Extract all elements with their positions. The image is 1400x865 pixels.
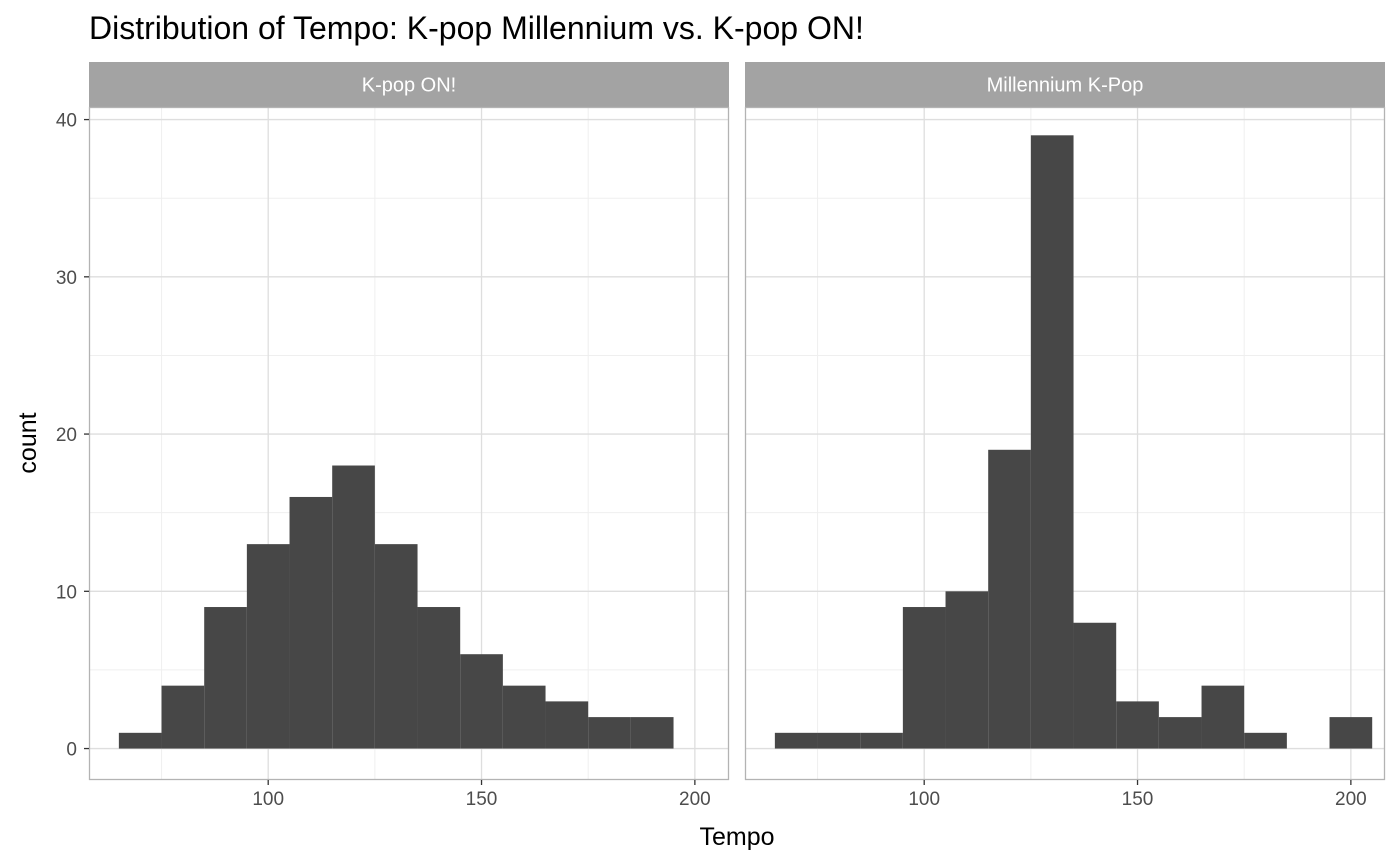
histogram-bar (502, 685, 546, 749)
x-tick-label: 200 (1335, 789, 1367, 810)
x-axis-title: Tempo (699, 823, 774, 851)
histogram-bar (817, 732, 861, 749)
panel-1: K-pop ON! 100 150 200 (88, 62, 730, 810)
facet-strip (745, 62, 1385, 107)
facet-strip-label: K-pop ON! (362, 75, 456, 97)
facet-strip (89, 62, 729, 107)
histogram-bar (374, 544, 418, 749)
histogram-bar (545, 701, 589, 749)
facet-strip-label: Millennium K-Pop (987, 75, 1144, 97)
histogram-bar (988, 449, 1031, 749)
histogram-bar (588, 717, 631, 749)
chart-title: Distribution of Tempo: K-pop Millennium … (89, 10, 864, 46)
histogram-bar (417, 607, 461, 749)
histogram-bar (1201, 685, 1245, 749)
histogram-bar (246, 544, 290, 749)
y-tick-label: 30 (56, 268, 77, 289)
x-tick-label: 200 (679, 789, 711, 810)
x-tick-label: 150 (1122, 789, 1154, 810)
histogram-bar (1158, 717, 1202, 749)
y-axis: 0 10 20 30 40 (56, 111, 89, 761)
histogram-bar (1116, 701, 1159, 749)
histogram-bar (902, 607, 946, 749)
x-tick-label: 150 (466, 789, 498, 810)
histogram-bar (1073, 622, 1117, 749)
chart-panels: K-pop ON! 100 150 200 Millennium K-Pop 100 150… (88, 62, 1386, 810)
x-tick-label: 100 (908, 789, 940, 810)
y-tick-label: 20 (56, 425, 77, 446)
panel-border (88, 106, 730, 781)
histogram-bar (204, 607, 247, 749)
y-tick-label: 40 (56, 111, 77, 132)
histogram-bar (289, 496, 333, 749)
histogram-bar (1030, 135, 1074, 749)
histogram-bar (460, 654, 503, 749)
y-tick-label: 0 (66, 740, 77, 761)
histogram-bar (630, 717, 674, 749)
y-tick-label: 10 (56, 582, 77, 603)
x-tick-label: 100 (252, 789, 284, 810)
histogram-bar (1244, 732, 1287, 749)
histogram-bar (860, 732, 903, 749)
panel-2: Millennium K-Pop 100 150 200 (744, 62, 1386, 810)
histogram-bar (161, 685, 205, 749)
panel-border (744, 106, 1386, 781)
histogram-bar (1329, 717, 1373, 749)
histogram-bar (332, 465, 375, 749)
histogram-bar (774, 732, 818, 749)
histogram-bar (118, 732, 162, 749)
y-axis-title: count (14, 412, 42, 473)
histogram-bar (945, 591, 989, 749)
